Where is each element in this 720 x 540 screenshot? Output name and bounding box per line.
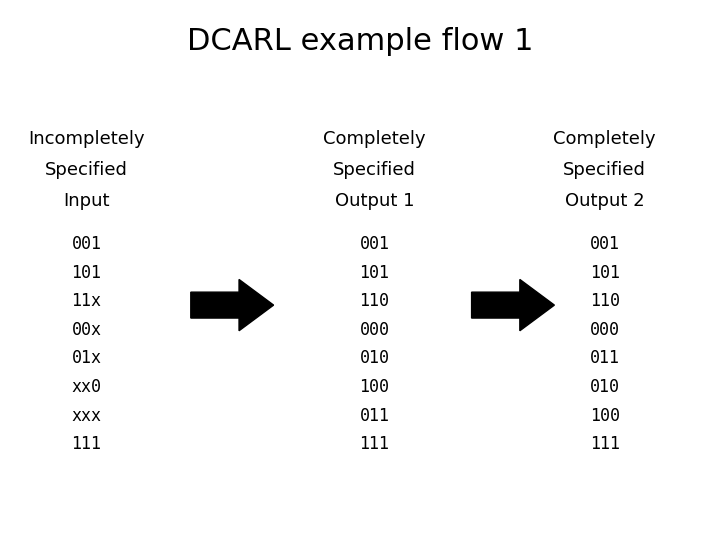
Text: 001: 001 <box>590 235 620 253</box>
Text: Input: Input <box>63 192 109 210</box>
Text: 111: 111 <box>359 435 390 453</box>
FancyArrow shape <box>472 280 554 330</box>
Text: 000: 000 <box>359 321 390 339</box>
Text: xx0: xx0 <box>71 378 102 396</box>
Text: 101: 101 <box>71 264 102 281</box>
Text: DCARL example flow 1: DCARL example flow 1 <box>186 27 534 56</box>
Text: 011: 011 <box>359 407 390 424</box>
Text: 010: 010 <box>359 349 390 367</box>
Text: 110: 110 <box>359 292 390 310</box>
Text: 00x: 00x <box>71 321 102 339</box>
Text: 11x: 11x <box>71 292 102 310</box>
Text: 111: 111 <box>71 435 102 453</box>
Text: Specified: Specified <box>563 161 647 179</box>
Text: 100: 100 <box>590 407 620 424</box>
Text: 010: 010 <box>590 378 620 396</box>
Text: 101: 101 <box>590 264 620 281</box>
Text: 100: 100 <box>359 378 390 396</box>
Text: 101: 101 <box>359 264 390 281</box>
Text: Output 2: Output 2 <box>565 192 644 210</box>
FancyArrow shape <box>191 280 274 330</box>
Text: Incompletely: Incompletely <box>28 130 145 147</box>
Text: Completely: Completely <box>554 130 656 147</box>
Text: Completely: Completely <box>323 130 426 147</box>
Text: 01x: 01x <box>71 349 102 367</box>
Text: 110: 110 <box>590 292 620 310</box>
Text: 001: 001 <box>71 235 102 253</box>
Text: xxx: xxx <box>71 407 102 424</box>
Text: 111: 111 <box>590 435 620 453</box>
Text: Specified: Specified <box>45 161 128 179</box>
Text: Output 1: Output 1 <box>335 192 414 210</box>
Text: 011: 011 <box>590 349 620 367</box>
Text: Specified: Specified <box>333 161 416 179</box>
Text: 000: 000 <box>590 321 620 339</box>
Text: 001: 001 <box>359 235 390 253</box>
